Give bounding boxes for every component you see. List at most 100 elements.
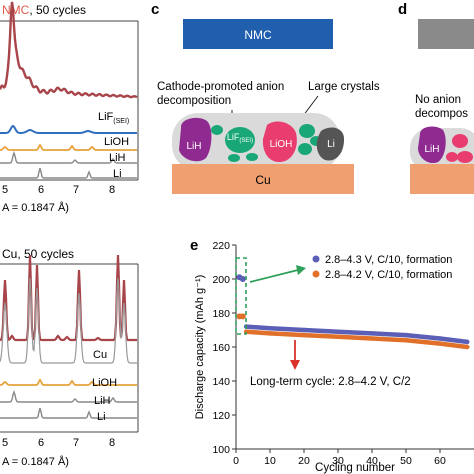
- title-rest: , 50 cycles: [29, 3, 86, 17]
- cu-reference-trace: [0, 277, 137, 364]
- series-2-point: [403, 338, 409, 343]
- x-tick-label: 0: [233, 455, 239, 467]
- lih-particle: [179, 117, 212, 162]
- nmc-trace: [0, 1, 138, 99]
- y-tick-label: 120: [212, 410, 230, 422]
- series-1-point: [369, 331, 375, 336]
- y-tick-label: 160: [212, 342, 230, 354]
- label-li: Li: [97, 411, 106, 423]
- panel-e: e 100 120 140 160 180 200 220 0 10 20 30 40 50 60 Cycl…: [190, 237, 474, 474]
- formation-arrowhead: [296, 265, 306, 275]
- series-2-point: [301, 332, 307, 338]
- cu-measured-trace: [0, 254, 137, 342]
- lioh-small-particle: [457, 151, 473, 163]
- legend-marker-blue: [312, 255, 320, 263]
- series-2-point: [335, 334, 341, 339]
- y-tick-label: 180: [212, 308, 230, 320]
- lioh-small-particle: [452, 134, 468, 148]
- lih-particle-label: LiH: [186, 141, 201, 152]
- label-lioh: LiOH: [104, 136, 129, 148]
- series-2-point: [369, 336, 375, 341]
- panel-letter: e: [190, 237, 198, 254]
- annotation-no-anion: No anion decompos: [415, 94, 468, 120]
- lif-trace: [0, 124, 137, 134]
- lioh-trace: [0, 143, 137, 151]
- li-particle: [316, 127, 345, 161]
- y-tick-label: 200: [212, 274, 230, 286]
- lif-small-particle: [298, 143, 312, 155]
- label-lioh: LiOH: [92, 377, 117, 389]
- nmc-cathode-banner: [183, 19, 333, 49]
- tick-label-5: 5: [2, 437, 8, 449]
- lif-particle-label: LiF(SEI): [227, 132, 253, 144]
- x-axis-label: A = 0.1847 Å): [2, 201, 69, 214]
- series-1-point: [267, 326, 273, 331]
- series-1-point: [437, 336, 443, 341]
- x-tick-label: 40: [366, 455, 378, 467]
- tick-label-7: 7: [73, 184, 79, 196]
- cathode-banner: [418, 19, 474, 49]
- series-1-point: [403, 332, 409, 338]
- lif-small-particle: [246, 153, 258, 161]
- chart-axes: 100 120 140 160 180 200 220 0 10 20 30 40 50 60 Cyclin…: [194, 240, 474, 474]
- series-1-point: [239, 276, 246, 282]
- diffraction-traces: [0, 254, 137, 419]
- label-cu: Cu: [93, 349, 107, 361]
- lih-particle-label: LiH: [424, 144, 439, 155]
- annotation-cathode-promoted: Cathode-promoted anion decomposition: [157, 81, 284, 107]
- label-li: Li: [113, 168, 122, 180]
- tick-label-6: 6: [38, 184, 44, 196]
- label-lif: LiF(SEI): [98, 111, 129, 125]
- tick-label-7: 7: [73, 437, 79, 449]
- substrate-label: Cu: [255, 173, 270, 187]
- panel-title: Cu, 50 cycles: [2, 247, 74, 261]
- label-lih: LiH: [94, 395, 111, 407]
- cu-substrate: [410, 164, 474, 194]
- tick-label-5: 5: [2, 184, 8, 196]
- panel-bottom-left: Cu, 50 cycles Cu LiOH LiH Li 5 6 7 8 A =…: [0, 247, 139, 468]
- x-axis-label: A = 0.1847 Å): [2, 455, 69, 468]
- li-particle-label: Li: [327, 139, 335, 150]
- tick-label-8: 8: [109, 437, 115, 449]
- label-lih: LiH: [109, 152, 126, 164]
- series-2-point: [244, 329, 249, 334]
- lih-trace: [0, 150, 137, 164]
- title-accent: NMC: [2, 3, 30, 17]
- lif-small-particle: [228, 154, 240, 162]
- y-tick-label: 220: [212, 240, 230, 252]
- series-line-2: [243, 329, 470, 350]
- lioh-trace: [0, 378, 137, 386]
- x-tick-label: 60: [434, 455, 446, 467]
- formation-highlight-box: [235, 257, 247, 335]
- formation-arrow-line: [249, 269, 299, 283]
- panel-d: d No anion decompos LiH: [398, 1, 474, 194]
- diffraction-traces: [0, 1, 138, 179]
- annotation-large-crystals: Large crystals: [308, 81, 380, 93]
- series-2-point: [239, 313, 246, 320]
- y-axis-title: Discharge capacity (mAh g⁻¹): [194, 275, 206, 420]
- legend-marker-orange: [312, 270, 320, 278]
- y-tick-label: 100: [212, 444, 230, 456]
- lif-small-particle: [299, 124, 315, 138]
- li-trace: [0, 167, 137, 179]
- x-axis-title: Cycling number: [315, 462, 395, 474]
- lif-small-particle: [211, 125, 223, 135]
- x-tick-label: 30: [332, 455, 344, 467]
- lioh-particle-label: LiOH: [270, 139, 293, 150]
- series-2-point: [465, 344, 470, 350]
- banner-label: NMC: [244, 28, 272, 42]
- series-1-point: [301, 327, 307, 333]
- series-2-point: [437, 341, 443, 346]
- panel-title: NMC, 50 cycles: [2, 3, 86, 17]
- panel-c: c NMC Cathode-promoted anion decompositio…: [151, 1, 380, 194]
- x-tick-label: 10: [264, 455, 276, 467]
- long-term-label: Long-term cycle: 2.8–4.2 V, C/2: [250, 376, 411, 388]
- lif-particle: [225, 127, 255, 153]
- series-1-point: [465, 339, 470, 345]
- panel-letter: c: [151, 1, 159, 18]
- legend-label-1: 2.8–4.3 V, C/10, formation: [325, 254, 452, 266]
- li-trace: [0, 407, 137, 419]
- x-tick-label: 50: [400, 455, 412, 467]
- chart-series: [236, 274, 470, 350]
